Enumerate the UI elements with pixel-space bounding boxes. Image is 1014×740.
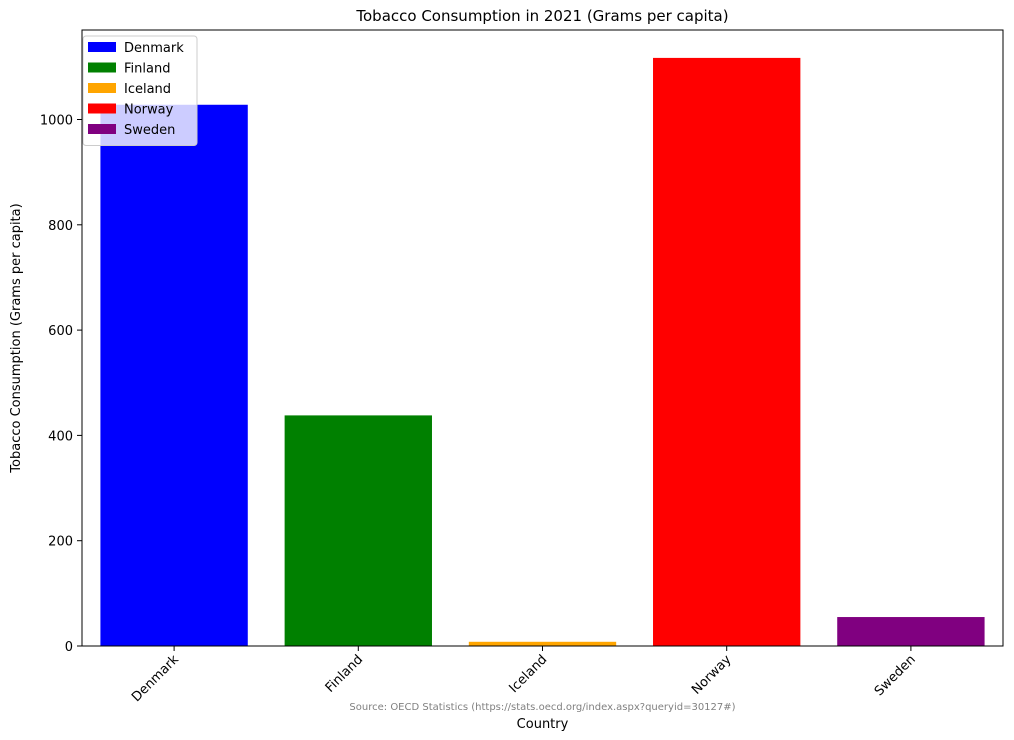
plot-frame — [81, 29, 1004, 647]
bar-denmark — [100, 104, 248, 646]
y-tick-label: 800 — [48, 219, 73, 234]
y-tick-label: 1000 — [40, 114, 73, 129]
legend: Denmark Finland Iceland Norway Sweden — [82, 35, 198, 146]
bar-iceland — [468, 641, 617, 646]
legend-label-finland: Finland — [124, 62, 170, 77]
chart-title: Tobacco Consumption in 2021 (Grams per c… — [355, 7, 728, 25]
legend-swatch-finland — [88, 62, 116, 73]
bar-sweden — [837, 617, 985, 646]
y-tick-label: 600 — [48, 324, 73, 339]
bars-group — [100, 57, 985, 646]
source-note: Source: OECD Statistics (https://stats.o… — [349, 702, 735, 713]
x-tick-label-denmark: Denmark — [129, 652, 182, 705]
y-tick-label: 400 — [48, 429, 73, 444]
legend-swatch-denmark — [88, 42, 116, 52]
legend-label-denmark: Denmark — [124, 41, 184, 56]
y-axis-label: Tobacco Consumption (Grams per capita) — [9, 203, 24, 473]
x-axis: Denmark Finland Iceland Norway Sweden — [129, 646, 919, 705]
legend-label-iceland: Iceland — [124, 82, 171, 97]
x-tick-label-finland: Finland — [323, 652, 366, 695]
bar-finland — [284, 415, 432, 646]
legend-label-sweden: Sweden — [124, 123, 175, 138]
x-axis-label: Country — [517, 717, 569, 732]
x-tick-label-sweden: Sweden — [872, 652, 919, 699]
x-tick-label-iceland: Iceland — [506, 652, 550, 696]
y-tick-label: 0 — [65, 640, 73, 655]
bar-norway — [653, 57, 801, 646]
y-axis: 0 200 400 600 800 1000 — [40, 114, 82, 655]
legend-swatch-iceland — [88, 83, 116, 93]
x-tick-label-norway: Norway — [689, 652, 735, 698]
y-tick-label: 200 — [48, 535, 73, 550]
legend-swatch-sweden — [88, 124, 116, 134]
legend-label-norway: Norway — [124, 103, 174, 118]
legend-swatch-norway — [88, 103, 116, 114]
